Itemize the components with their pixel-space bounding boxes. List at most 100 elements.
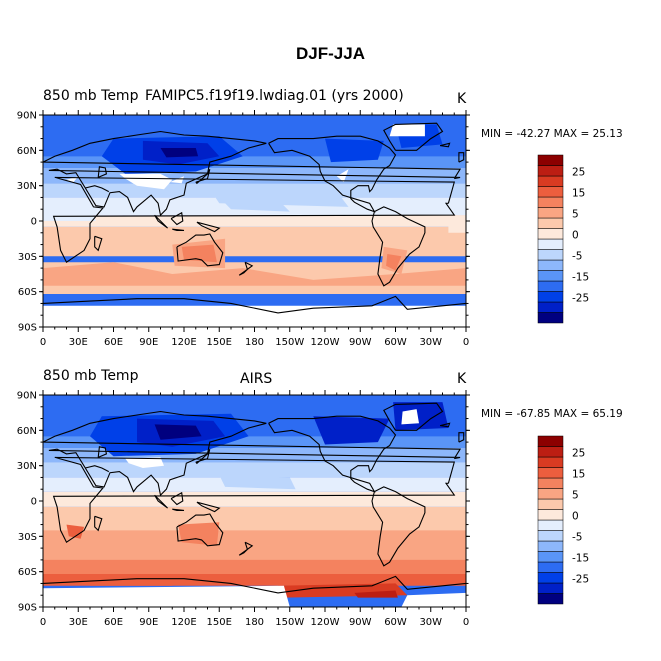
coastline [97, 446, 108, 458]
coastline [85, 465, 110, 473]
colorbar-swatch [537, 291, 564, 303]
panel2-case-label: AIRS [240, 371, 273, 387]
coastline [458, 152, 465, 163]
colorbar-label: 15 [572, 468, 585, 480]
coastline [43, 575, 466, 594]
temperature-field-patch [386, 254, 402, 271]
temperature-field-patch [325, 138, 384, 163]
colorbar-label: 5 [572, 208, 579, 220]
coastline [170, 491, 184, 506]
y-tick-label: 90N [17, 111, 37, 122]
coastline [268, 415, 397, 493]
x-tick-label: 90W [349, 337, 372, 348]
colorbar-label: 0 [572, 510, 579, 522]
coastline [176, 233, 224, 267]
coastline [176, 513, 224, 547]
x-tick-label: 150E [207, 617, 232, 628]
temperature-field-patch [43, 462, 466, 478]
colorbar-swatch [537, 498, 564, 510]
coastline [238, 548, 248, 556]
colorbar-swatch [537, 467, 564, 479]
colorbar-label: -25 [572, 573, 589, 585]
colorbar-swatch [537, 196, 564, 208]
y-tick-label: 0 [31, 497, 37, 508]
coastline [383, 402, 444, 431]
temperature-field-patch [43, 226, 466, 257]
x-tick-label: 0 [40, 617, 46, 628]
y-tick-label: 30S [18, 532, 37, 543]
x-tick-label: 150E [207, 337, 232, 348]
x-tick-label: 60E [104, 617, 123, 628]
colorbar-swatch [537, 259, 564, 271]
x-tick-label: 180 [245, 617, 264, 628]
coastline [196, 501, 221, 513]
x-tick-label: 120W [311, 337, 340, 348]
x-tick-label: 180 [245, 337, 264, 348]
coastline [172, 508, 185, 511]
colorbar-swatch [537, 238, 564, 250]
panel2-map [43, 395, 466, 607]
x-tick-label: 90W [349, 617, 372, 628]
colorbar-swatch [537, 519, 564, 531]
temperature-field-patch [43, 530, 466, 566]
coastline [85, 185, 110, 193]
temperature-field-patch [43, 215, 466, 227]
colorbar-swatch [537, 312, 564, 324]
coastline [52, 176, 456, 264]
colorbar-swatch [537, 572, 564, 584]
temperature-field-patch [154, 424, 202, 440]
y-tick-label: 60N [17, 426, 37, 437]
y-tick-label: 90N [17, 391, 37, 402]
x-tick-label: 30W [419, 337, 442, 348]
coastline [170, 211, 184, 226]
temperature-field-patch [448, 215, 466, 233]
land-mask [401, 592, 466, 607]
coastline [43, 295, 466, 314]
colorbar-swatch [537, 186, 564, 198]
x-tick-label: 150W [275, 337, 304, 348]
x-tick-label: 60W [384, 617, 407, 628]
temperature-field-patch [313, 416, 390, 445]
panel1-min-max: MIN = -42.27 MAX = 25.13 [481, 128, 623, 140]
panel1-map [43, 115, 466, 327]
coastline [52, 456, 456, 544]
land-mask [169, 176, 184, 184]
land-mask [401, 409, 419, 425]
coastline [94, 235, 103, 252]
coastline [244, 261, 254, 271]
x-tick-label: 30W [419, 617, 442, 628]
x-tick-label: 120E [171, 337, 196, 348]
temperature-field-patch [219, 197, 290, 212]
temperature-field-patch [43, 206, 96, 221]
y-tick-label: 30N [17, 181, 37, 192]
colorbar-swatch [537, 530, 564, 542]
colorbar-swatch [537, 488, 564, 500]
colorbar-swatch [537, 582, 564, 594]
temperature-field-patch [181, 244, 217, 263]
coastline [154, 214, 168, 229]
colorbar-swatch [537, 456, 564, 468]
figure-title: DJF-JJA [296, 44, 365, 63]
coastline [43, 410, 462, 497]
colorbar-label: 25 [572, 166, 585, 178]
coastline [371, 206, 426, 287]
colorbar-label: 25 [572, 447, 585, 459]
colorbar-swatch [537, 509, 564, 521]
colorbar-swatch [537, 175, 564, 187]
y-tick-label: 60N [17, 146, 37, 157]
land-mask [43, 585, 290, 607]
temperature-field-patch [178, 522, 220, 546]
coastline [458, 432, 465, 443]
colorbar-label: -25 [572, 292, 589, 304]
x-tick-label: 120E [171, 617, 196, 628]
coastline [195, 448, 211, 465]
panel1-variable-label: 850 mb Temp [43, 88, 139, 104]
land-mask [389, 124, 425, 137]
colorbar-swatch [537, 228, 564, 240]
temperature-field-patch [43, 262, 466, 286]
x-tick-label: 0 [40, 337, 46, 348]
colorbar-swatch [537, 249, 564, 261]
coastline [154, 494, 168, 509]
